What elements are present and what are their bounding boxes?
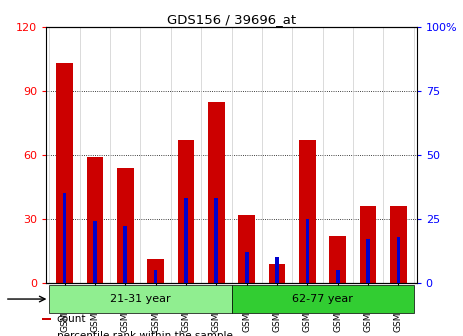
Bar (124, 226, 127, 283)
Bar (397, 237, 400, 283)
Bar (93, 221, 97, 283)
Bar (232, 285, 413, 313)
Bar (117, 168, 134, 283)
Bar (299, 140, 316, 283)
Text: 62-77 year: 62-77 year (292, 294, 353, 304)
Bar (329, 236, 346, 283)
Bar (50, 285, 232, 313)
Bar (63, 193, 66, 283)
Bar (275, 257, 279, 283)
Bar (87, 157, 103, 283)
Bar (238, 214, 255, 283)
Bar (56, 63, 73, 283)
Bar (306, 219, 309, 283)
Bar (360, 206, 376, 283)
Text: 21-31 year: 21-31 year (110, 294, 171, 304)
Bar (178, 140, 194, 283)
Bar (269, 263, 285, 283)
Bar (214, 198, 218, 283)
Text: percentile rank within the sample: percentile rank within the sample (57, 331, 232, 336)
Bar (366, 239, 370, 283)
Bar (154, 270, 157, 283)
Title: GDS156 / 39696_at: GDS156 / 39696_at (167, 13, 296, 26)
Bar (390, 206, 407, 283)
Bar (184, 198, 188, 283)
Bar (42, 319, 51, 320)
Bar (245, 252, 249, 283)
Bar (147, 259, 164, 283)
Bar (208, 101, 225, 283)
Bar (336, 270, 339, 283)
Text: count: count (57, 314, 86, 324)
